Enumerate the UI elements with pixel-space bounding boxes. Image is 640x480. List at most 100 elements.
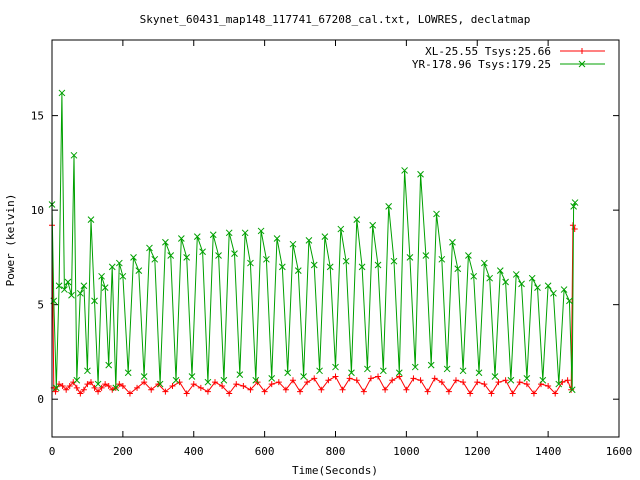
data-point-cross <box>433 210 440 218</box>
data-point-cross <box>512 271 520 278</box>
data-point-plus <box>382 386 389 393</box>
data-point-cross <box>225 229 233 237</box>
data-point-cross <box>475 369 483 377</box>
data-point-cross <box>369 221 377 229</box>
data-point-cross <box>353 216 361 223</box>
data-point-plus <box>579 48 585 54</box>
data-point-plus <box>530 390 537 397</box>
data-point-plus <box>396 373 403 380</box>
data-point-plus <box>438 379 445 386</box>
data-point-cross <box>578 60 586 68</box>
data-point-plus <box>268 381 275 388</box>
data-point-plus <box>339 386 346 393</box>
data-point-plus <box>460 379 467 386</box>
data-point-plus <box>56 381 63 388</box>
data-point-cross <box>406 254 414 261</box>
data-point-cross <box>550 289 557 297</box>
data-point-cross <box>112 384 120 392</box>
data-point-plus <box>91 384 98 391</box>
data-point-plus <box>66 382 73 389</box>
data-point-plus <box>545 382 552 389</box>
data-point-cross <box>438 255 446 263</box>
data-point-cross <box>52 384 60 392</box>
data-point-cross <box>209 231 217 239</box>
data-point-cross <box>119 272 127 280</box>
data-point-plus <box>325 377 332 384</box>
data-point-plus <box>190 381 197 388</box>
data-point-cross <box>146 244 153 252</box>
data-point-cross <box>215 252 222 259</box>
data-point-cross <box>300 373 307 380</box>
data-point-cross <box>108 263 116 271</box>
data-point-cross <box>263 255 270 263</box>
data-point-cross <box>326 263 334 271</box>
data-point-plus <box>240 382 247 389</box>
data-point-cross <box>310 261 318 269</box>
data-point-plus <box>495 379 502 386</box>
data-point-cross <box>560 286 568 293</box>
data-point-plus <box>141 379 148 386</box>
data-point-cross <box>84 367 91 375</box>
data-point-plus <box>233 381 240 388</box>
y-tick-label: 5 <box>37 299 44 312</box>
x-tick-label: 400 <box>184 445 204 458</box>
data-point-cross <box>204 378 212 386</box>
data-point-cross <box>80 282 88 290</box>
x-axis-label: Time(Seconds) <box>292 464 378 477</box>
data-point-cross <box>167 252 175 259</box>
data-point-plus <box>297 388 304 395</box>
data-point-plus <box>102 381 109 388</box>
data-point-cross <box>443 365 451 373</box>
data-point-plus <box>445 388 452 395</box>
data-point-plus <box>197 384 204 391</box>
data-point-plus <box>569 222 576 229</box>
data-point-plus <box>311 375 318 382</box>
x-tick-label: 1200 <box>464 445 491 458</box>
data-point-plus <box>353 377 360 384</box>
data-point-plus <box>169 382 176 389</box>
data-point-cross <box>342 257 350 265</box>
data-point-cross <box>427 361 435 369</box>
data-point-plus <box>77 390 84 397</box>
data-point-cross <box>534 284 541 292</box>
data-point-cross <box>507 376 515 384</box>
y-axis-label: Power (kelvin) <box>4 194 17 287</box>
data-point-cross <box>284 369 292 377</box>
data-point-plus <box>474 379 481 386</box>
data-point-plus <box>375 373 382 380</box>
data-point-plus <box>431 375 438 382</box>
data-point-cross <box>236 371 244 378</box>
data-point-cross <box>115 259 123 267</box>
data-point-cross <box>496 267 504 274</box>
data-point-cross <box>523 375 531 382</box>
data-point-cross <box>518 280 525 288</box>
data-point-cross <box>566 297 573 305</box>
data-point-plus <box>116 381 123 388</box>
x-tick-label: 1600 <box>606 445 633 458</box>
data-point-cross <box>459 367 467 375</box>
data-point-plus <box>134 384 141 391</box>
data-point-plus <box>162 388 169 395</box>
data-point-cross <box>70 151 78 159</box>
data-point-cross <box>332 363 339 371</box>
data-point-cross <box>316 367 323 375</box>
data-point-cross <box>337 225 345 233</box>
data-point-plus <box>367 375 374 382</box>
data-point-plus <box>52 388 59 395</box>
data-point-cross <box>480 259 488 267</box>
data-point-plus <box>261 388 268 395</box>
data-point-cross <box>140 373 148 380</box>
data-point-cross <box>64 278 72 286</box>
data-point-plus <box>452 377 459 384</box>
data-point-plus <box>105 382 112 389</box>
x-axis-ticks: 0 200 400 600 800 1000 1200 1400 1600 <box>49 40 633 458</box>
data-point-cross <box>364 365 371 373</box>
data-point-plus <box>552 390 559 397</box>
data-point-plus <box>98 384 105 391</box>
data-point-cross <box>130 254 137 261</box>
data-point-plus <box>119 382 126 389</box>
series-layer <box>48 89 579 397</box>
y-tick-label: 10 <box>31 204 44 217</box>
data-point-cross <box>491 373 499 380</box>
